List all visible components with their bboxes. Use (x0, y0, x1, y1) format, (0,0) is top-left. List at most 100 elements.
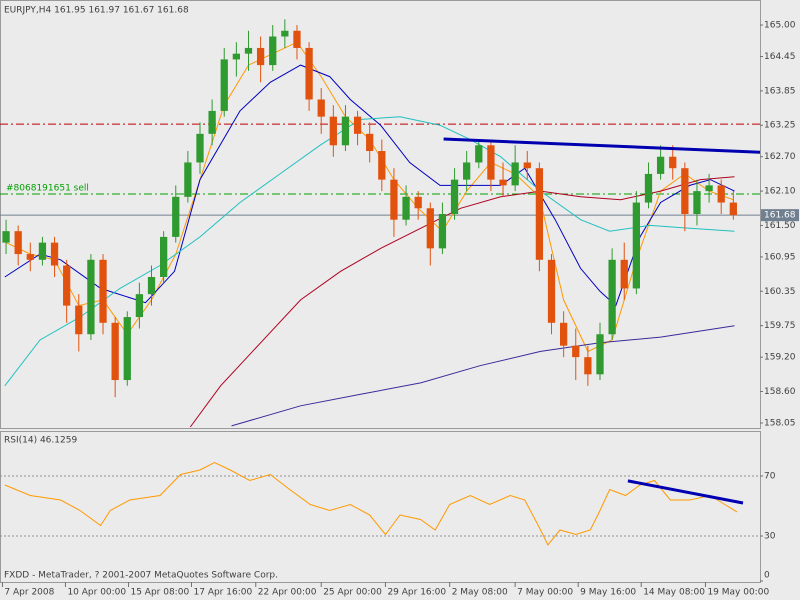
x-tick-label: 9 May 16:00 (580, 588, 636, 598)
x-tick-label: 19 May 00:00 (707, 588, 769, 598)
candle-body (717, 185, 725, 203)
y-tick-label: 162.10 (764, 187, 796, 197)
candle-body (135, 294, 144, 318)
x-tick-label: 14 May 08:00 (643, 588, 705, 598)
candle-body (147, 276, 156, 295)
candle-body (402, 196, 410, 220)
candle-body (99, 259, 107, 323)
y-tick-label: 158.05 (764, 418, 796, 428)
candle-body (26, 254, 34, 260)
moving-average (231, 325, 735, 427)
trendline (443, 137, 760, 154)
candle-body (656, 156, 665, 174)
candle-body (172, 196, 180, 237)
candle-body (87, 259, 95, 335)
y-tick-label: 159.20 (764, 353, 796, 363)
candle-body (487, 145, 495, 180)
candle-body (293, 30, 301, 48)
candle-body (2, 231, 10, 243)
chart-title: EURJPY,H4 161.95 161.97 161.67 161.68 (4, 6, 189, 16)
candle-body (14, 231, 22, 255)
candle-body (111, 322, 119, 381)
y-tick-label: 159.75 (764, 321, 796, 331)
rsi-line (4, 461, 738, 546)
y-tick-label: 161.50 (764, 221, 796, 231)
y-tick-label: 163.85 (764, 86, 796, 96)
candle-body (608, 259, 616, 335)
candle-body (560, 322, 568, 346)
candle-body (353, 116, 362, 134)
price-plot: #8068191651 sell (0, 19, 760, 428)
y-tick-label: 165.00 (764, 21, 796, 31)
candle-body (596, 334, 604, 375)
candle-body (63, 265, 71, 306)
candle-body (729, 202, 737, 216)
candle-body (426, 208, 434, 249)
candle-body (317, 99, 325, 117)
candle-body (123, 317, 131, 381)
candle-body (366, 133, 374, 152)
candle-body (75, 305, 83, 335)
candle-body (632, 202, 640, 289)
moving-average (4, 64, 735, 307)
candle-body (50, 242, 59, 266)
x-tick-label: 7 May 00:00 (517, 588, 573, 598)
candle-body (305, 47, 313, 100)
y-tick-label: 30 (764, 532, 776, 542)
candle-body (220, 59, 228, 111)
candle-body (38, 242, 47, 260)
candle-body (475, 145, 483, 163)
candle-body (705, 185, 713, 192)
candle-body (644, 173, 653, 203)
price-tag-label: 161.68 (764, 211, 796, 221)
candle-body (693, 191, 701, 214)
y-tick-label: 0 (764, 571, 770, 581)
candle-body (281, 30, 289, 37)
y-tick-label: 70 (764, 472, 776, 482)
x-tick-label: 10 Apr 00:00 (67, 588, 126, 598)
rsi-plot (0, 461, 760, 546)
rsi-frame (0, 431, 761, 583)
candle-body (547, 259, 556, 323)
x-tick-label: 15 Apr 08:00 (130, 588, 189, 598)
candle-body (269, 36, 277, 66)
candle-body (160, 236, 168, 277)
price-tag (761, 209, 799, 222)
order-label: #8068191651 sell (6, 183, 89, 193)
x-tick-label: 17 Apr 16:00 (194, 588, 253, 598)
rsi-title: RSI(14) 46.1259 (4, 436, 77, 446)
candle-body (669, 156, 677, 169)
candle-body (329, 116, 337, 146)
candle-body (438, 213, 447, 249)
candle-body (523, 162, 531, 169)
candle-body (256, 47, 265, 66)
candle-body (341, 116, 350, 146)
candle-body (232, 53, 240, 60)
candle-body (450, 179, 459, 214)
candle-body (463, 162, 471, 180)
candle-body (681, 168, 689, 214)
candle-body (196, 133, 204, 163)
candle-body (208, 110, 216, 134)
x-tick-label: 7 Apr 2008 (4, 588, 54, 598)
price-frame (0, 0, 761, 429)
candle-body (390, 179, 398, 220)
candle-body (184, 162, 192, 197)
candle-body (511, 162, 519, 186)
x-tick-label: 22 Apr 00:00 (258, 588, 317, 598)
overlay: EURJPY,H4 161.95 161.97 161.67 161.68 RS… (1, 6, 799, 598)
x-tick-label: 29 Apr 16:00 (387, 588, 446, 598)
trendline (627, 479, 744, 505)
moving-average (4, 116, 735, 387)
y-tick-label: 164.45 (764, 52, 796, 62)
candle-body (584, 357, 592, 375)
candle-body (620, 259, 628, 289)
footer: FXDD - MetaTrader, ? 2001-2007 MetaQuote… (4, 571, 278, 581)
y-tick-label: 160.95 (764, 252, 796, 262)
candle-body (414, 196, 422, 209)
candle-body (535, 168, 544, 260)
candle-body (499, 179, 507, 186)
y-tick-label: 162.70 (764, 152, 796, 162)
